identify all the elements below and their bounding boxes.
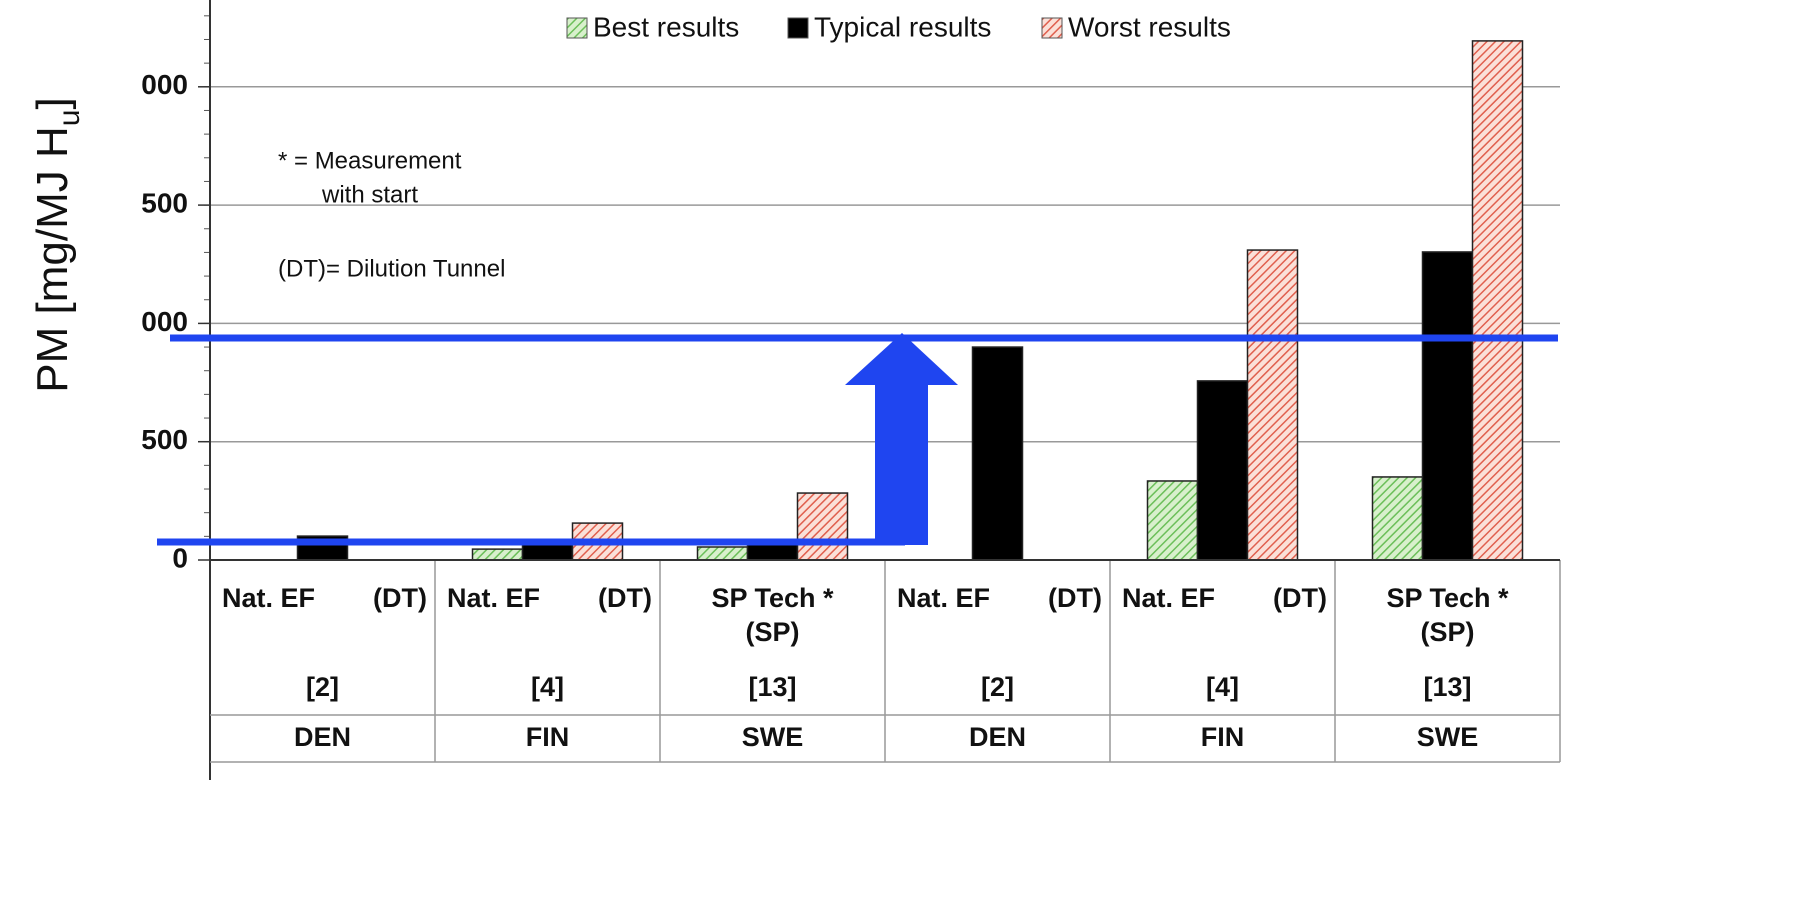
y-tick-label: 0 (172, 542, 188, 573)
reference-label: [2] (306, 672, 339, 702)
legend-swatch (566, 17, 588, 39)
bar (796, 492, 849, 561)
method-label: SP Tech * (711, 583, 834, 613)
bar (746, 542, 799, 561)
legend-label: Typical results (814, 11, 991, 42)
y-axis-label: PM [mg/MJ Hu] (28, 97, 87, 392)
legend-swatch (787, 17, 809, 39)
bar (1371, 476, 1424, 561)
reference-label: [4] (1206, 672, 1239, 702)
y-tick-label: 500 (141, 424, 188, 455)
y-tick-label: 000 (141, 306, 188, 337)
annotation: (DT)= Dilution Tunnel (278, 255, 505, 282)
x-tick-label: FIN (1201, 722, 1245, 752)
annotation: with start (321, 181, 418, 208)
x-tick-label: SWE (742, 722, 804, 752)
reference-label: [13] (748, 672, 796, 702)
method-note: (DT) (598, 583, 652, 613)
method-note: (DT) (373, 583, 427, 613)
legend-label: Best results (593, 11, 739, 42)
legend-label: Worst results (1068, 11, 1231, 42)
reference-label: [2] (981, 672, 1014, 702)
bar (521, 542, 574, 561)
bar (1196, 380, 1249, 561)
x-tick-label: DEN (969, 722, 1026, 752)
y-tick-label: 000 (141, 69, 188, 100)
method-note: (DT) (1273, 583, 1327, 613)
reference-label: [13] (1423, 672, 1471, 702)
method-label: Nat. EF (1122, 583, 1215, 613)
arrow-shaft (875, 383, 928, 545)
method-note: (SP) (1421, 617, 1475, 647)
reference-label: [4] (531, 672, 564, 702)
y-tick-label: 500 (141, 187, 188, 218)
method-label: Nat. EF (897, 583, 990, 613)
highlight-overlay (157, 333, 1558, 546)
x-tick-label: SWE (1417, 722, 1479, 752)
annotation: * = Measurement (278, 147, 462, 174)
bar (1471, 40, 1524, 561)
bar (1421, 251, 1474, 561)
method-note: (SP) (746, 617, 800, 647)
method-note: (DT) (1048, 583, 1102, 613)
legend-swatch (1041, 17, 1063, 39)
method-label: SP Tech * (1386, 583, 1509, 613)
method-label: Nat. EF (447, 583, 540, 613)
arrow-head (845, 333, 958, 385)
bar (471, 548, 524, 561)
x-tick-label: DEN (294, 722, 351, 752)
bar (696, 546, 749, 561)
bar (1246, 249, 1299, 561)
bar (971, 346, 1024, 561)
x-tick-label: FIN (526, 722, 570, 752)
method-label: Nat. EF (222, 583, 315, 613)
bar (1146, 480, 1199, 561)
